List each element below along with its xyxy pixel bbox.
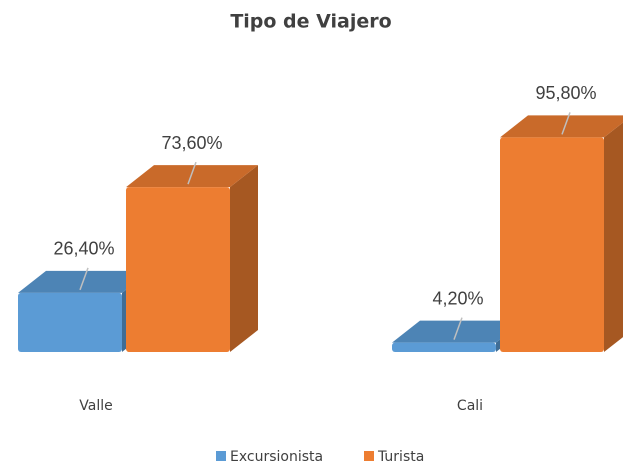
chart-title: Tipo de Viajero [230, 11, 391, 33]
data-label: 4,20% [432, 288, 483, 308]
legend-label: Turista [377, 449, 424, 465]
bar [18, 292, 122, 352]
data-label: 26,40% [53, 239, 114, 259]
bar [126, 187, 230, 352]
bar [392, 342, 496, 352]
leader-line [453, 317, 463, 340]
bar-top [18, 270, 150, 293]
legend-label: Excursionista [230, 449, 323, 465]
leader-line [79, 267, 89, 291]
x-tick-label: Valle [79, 398, 112, 414]
data-label: 95,80% [535, 83, 596, 103]
bar [500, 137, 604, 352]
bar-side [230, 165, 258, 352]
x-tick-label: Cali [457, 398, 483, 414]
bar-top [392, 320, 524, 343]
bar-top [500, 115, 623, 138]
leader-line [561, 112, 571, 135]
leader-line [187, 161, 197, 185]
bar-top [126, 165, 258, 188]
data-label: 73,60% [161, 133, 222, 153]
legend-swatch [216, 451, 226, 461]
legend-swatch [364, 451, 374, 461]
bar-side [604, 122, 623, 352]
